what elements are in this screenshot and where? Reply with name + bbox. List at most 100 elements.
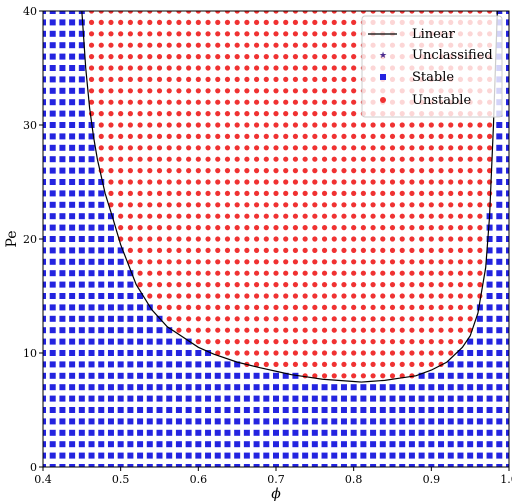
stable-point bbox=[89, 316, 95, 322]
unstable-point bbox=[205, 100, 210, 105]
unstable-point bbox=[341, 236, 346, 241]
unstable-point bbox=[332, 293, 337, 298]
unstable-point bbox=[176, 54, 181, 59]
unstable-point bbox=[438, 328, 443, 333]
stable-point bbox=[477, 316, 483, 322]
stable-point bbox=[59, 19, 65, 25]
unstable-point bbox=[370, 339, 375, 344]
stable-point bbox=[79, 304, 85, 310]
unstable-point bbox=[186, 168, 191, 173]
unstable-point bbox=[176, 259, 181, 264]
stable-point bbox=[448, 384, 454, 390]
unstable-point bbox=[438, 225, 443, 230]
unstable-point bbox=[380, 248, 385, 253]
unstable-point bbox=[370, 202, 375, 207]
stable-point bbox=[69, 384, 75, 390]
unstable-point bbox=[167, 168, 172, 173]
stable-point bbox=[50, 202, 56, 208]
unstable-point bbox=[244, 77, 249, 82]
unstable-point bbox=[157, 202, 162, 207]
unstable-point bbox=[341, 157, 346, 162]
unstable-point bbox=[448, 214, 453, 219]
unstable-point bbox=[409, 214, 414, 219]
stable-point bbox=[59, 316, 65, 322]
unstable-point bbox=[429, 191, 434, 196]
unstable-point bbox=[409, 259, 414, 264]
unstable-point bbox=[254, 248, 259, 253]
stable-point bbox=[254, 384, 260, 390]
unstable-point bbox=[332, 339, 337, 344]
unstable-point bbox=[409, 157, 414, 162]
stable-point bbox=[118, 316, 124, 322]
stable-point bbox=[50, 339, 56, 345]
stable-point bbox=[118, 259, 124, 265]
unstable-point bbox=[409, 168, 414, 173]
unstable-point bbox=[380, 225, 385, 230]
unstable-point bbox=[400, 214, 405, 219]
unstable-point bbox=[225, 350, 230, 355]
stable-point bbox=[496, 236, 502, 242]
unstable-point bbox=[303, 168, 308, 173]
unstable-point bbox=[429, 248, 434, 253]
unstable-point bbox=[157, 293, 162, 298]
unstable-point bbox=[293, 362, 298, 367]
stable-point bbox=[89, 407, 95, 413]
unstable-point bbox=[273, 225, 278, 230]
unstable-point bbox=[468, 202, 473, 207]
stable-point bbox=[312, 407, 318, 413]
unstable-point bbox=[147, 293, 152, 298]
unstable-point bbox=[332, 88, 337, 93]
stable-point bbox=[186, 430, 192, 436]
unstable-point bbox=[225, 134, 230, 139]
stable-point bbox=[89, 156, 95, 162]
stable-point bbox=[118, 304, 124, 310]
unstable-point bbox=[351, 134, 356, 139]
unstable-point bbox=[332, 214, 337, 219]
unstable-point bbox=[322, 293, 327, 298]
stable-point bbox=[108, 350, 114, 356]
unstable-point bbox=[167, 316, 172, 321]
x-tick-label: 0.8 bbox=[345, 473, 363, 486]
stable-point bbox=[118, 441, 124, 447]
unstable-point bbox=[128, 202, 133, 207]
unstable-point bbox=[380, 202, 385, 207]
unstable-point bbox=[332, 225, 337, 230]
stable-point bbox=[205, 361, 211, 367]
stable-point bbox=[50, 373, 56, 379]
stable-point bbox=[419, 430, 425, 436]
unstable-point bbox=[293, 31, 298, 36]
unstable-point bbox=[225, 31, 230, 36]
unstable-point bbox=[89, 88, 94, 93]
stable-point bbox=[79, 99, 85, 105]
unstable-point bbox=[254, 134, 259, 139]
unstable-point bbox=[332, 248, 337, 253]
stable-point bbox=[477, 430, 483, 436]
unstable-point bbox=[147, 225, 152, 230]
stable-point bbox=[360, 418, 366, 424]
stable-point bbox=[457, 361, 463, 367]
stable-point bbox=[98, 396, 104, 402]
unstable-point bbox=[273, 31, 278, 36]
unstable-point bbox=[147, 282, 152, 287]
unstable-point bbox=[128, 236, 133, 241]
unstable-point bbox=[167, 259, 172, 264]
y-tick-label: 30 bbox=[23, 119, 37, 132]
unstable-point bbox=[137, 259, 142, 264]
stable-point bbox=[438, 453, 444, 459]
stable-point bbox=[50, 293, 56, 299]
unstable-point bbox=[273, 328, 278, 333]
stable-point bbox=[79, 133, 85, 139]
unstable-point bbox=[293, 134, 298, 139]
unstable-point bbox=[438, 339, 443, 344]
unstable-point bbox=[273, 350, 278, 355]
unstable-point bbox=[264, 316, 269, 321]
unstable-point bbox=[361, 122, 366, 127]
stable-point bbox=[147, 384, 153, 390]
unstable-point bbox=[264, 65, 269, 70]
stable-point bbox=[457, 384, 463, 390]
unstable-point bbox=[244, 271, 249, 276]
unstable-point bbox=[273, 202, 278, 207]
unstable-point bbox=[293, 77, 298, 82]
stable-point bbox=[50, 213, 56, 219]
unstable-point bbox=[303, 225, 308, 230]
